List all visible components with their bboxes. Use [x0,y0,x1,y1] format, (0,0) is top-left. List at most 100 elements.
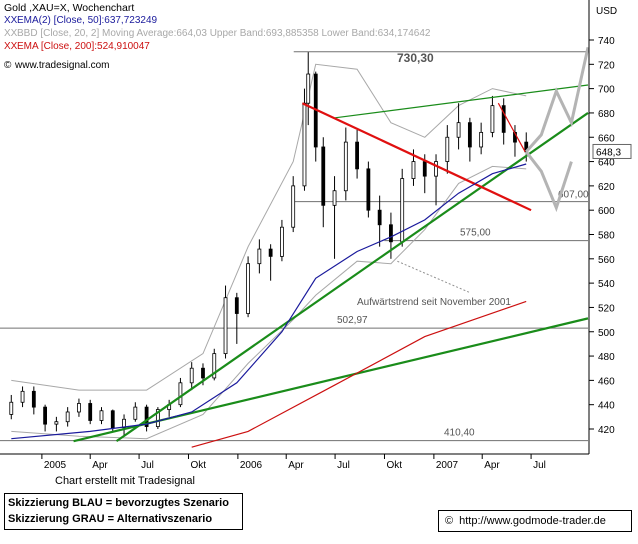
legend-entry: BBD [Close, 20, 2] Moving Average:664,03… [17,28,431,39]
candle-body [355,141,359,170]
candle-body [246,263,250,314]
candle-body [31,390,36,408]
series-ema-2-close-50- [11,163,527,440]
candle-body [43,406,48,425]
candle-body [366,168,371,211]
candle-body [189,367,194,384]
candle-body [389,224,393,243]
level-label: 410,40 [444,428,475,439]
candle-body [490,105,495,133]
y-tick-label: 660 [598,133,615,144]
candle-body [234,297,239,314]
candle-body [479,131,484,148]
source-url[interactable]: http://www.godmode-trader.de [459,515,606,527]
candle-body [212,353,217,379]
x-tick-label: 2006 [240,460,263,471]
trendline-uptrend-steep [115,112,589,443]
x-tick-label: Jul [141,460,154,471]
candle-body [291,185,296,228]
candle-body [54,421,59,425]
x-tick-label: Apr [484,460,500,471]
y-tick-label: 500 [598,328,615,339]
x-tick-label: Okt [386,460,402,471]
candle-body [280,226,284,257]
x-tick-label: 2005 [44,460,67,471]
y-tick-label: 520 [598,303,615,314]
candle-body [77,403,81,413]
candle-body [434,161,438,177]
candle-body [9,401,14,415]
legend-marker: XX [4,41,18,52]
candle-body [110,410,115,429]
y-axis-unit: USD [596,6,617,17]
candle-body [144,406,149,427]
trendline-channel-top [335,84,589,119]
candle-body [411,161,416,179]
trendline-trend-note-pointer [397,260,471,294]
x-tick-label: 2007 [436,460,459,471]
y-tick-label: 420 [598,425,615,436]
y-tick-label: 460 [598,376,615,387]
candle-body [201,367,205,379]
copyright-icon: © [445,515,454,527]
x-tick-label: Apr [288,460,304,471]
candle-body [20,390,25,403]
scenario-legend: Skizzierung BLAU = bevorzugtes Szenario … [4,493,243,530]
candle-body [122,418,126,429]
copyright-symbol: © [4,60,12,71]
copyright-text: www.tradesignal.com [14,60,109,71]
y-tick-label: 740 [598,36,615,47]
trendline-short-downtrend [497,102,526,153]
x-tick-label: Jul [533,460,546,471]
candle-body [306,73,311,104]
legend-entry: EMA(2) [Close, 50]:637,723249 [17,15,158,26]
y-tick-label: 680 [598,109,615,120]
candle-body [422,161,427,177]
x-tick-label: Apr [92,460,108,471]
chart-credit: Chart erstellt mit Tradesignal [55,475,195,487]
candle-body [155,409,160,427]
candle-body [332,190,337,206]
y-tick-label: 720 [598,60,615,71]
candle-body [302,102,307,187]
y-tick-label: 540 [598,279,615,290]
y-tick-label: 700 [598,85,615,96]
y-tick-label: 640 [598,158,615,169]
candle-body [343,141,348,192]
series-bbd-lower-band [11,165,527,440]
level-label: 607,00 [558,190,589,201]
candle-body [88,403,93,421]
y-tick-label: 620 [598,182,615,193]
x-tick-label: Okt [190,460,206,471]
y-tick-label: 560 [598,255,615,266]
candle-body [377,209,382,226]
scenario-bevorzugtes-szenario [525,46,590,153]
x-tick-label: Jul [337,460,350,471]
candle-body [456,122,461,138]
trendline-downtrend [301,102,532,212]
last-price-label: 648,3 [596,147,621,158]
candle-body [99,410,104,421]
y-tick-label: 440 [598,401,615,412]
candle-body [321,146,326,206]
level-label: 575,00 [460,228,491,239]
scenario-alternativszenario [525,150,573,213]
level-label: Aufwärtstrend seit November 2001 [357,297,511,308]
candle-body [133,406,138,420]
candle-body [257,248,262,265]
chart-title: Gold ,XAU=X, Wochenchart [4,2,134,14]
legend-entry: EMA [Close, 200]:524,910047 [17,41,150,52]
source-link[interactable]: © http://www.godmode-trader.de [438,510,632,532]
candle-body [178,382,183,406]
candle-body [445,136,450,162]
legend-marker: XX [4,28,18,39]
candle-body [467,122,472,148]
scenario-legend-blue: Skizzierung BLAU = bevorzugtes Szenario [8,497,229,509]
series-ema-close-200- [191,300,527,448]
legend-marker: XX [4,15,18,26]
scenario-legend-grey: Skizzierung GRAU = Alternativszenario [8,513,213,525]
y-tick-label: 580 [598,231,615,242]
candle-body [268,248,273,257]
last-price-box [592,143,632,159]
